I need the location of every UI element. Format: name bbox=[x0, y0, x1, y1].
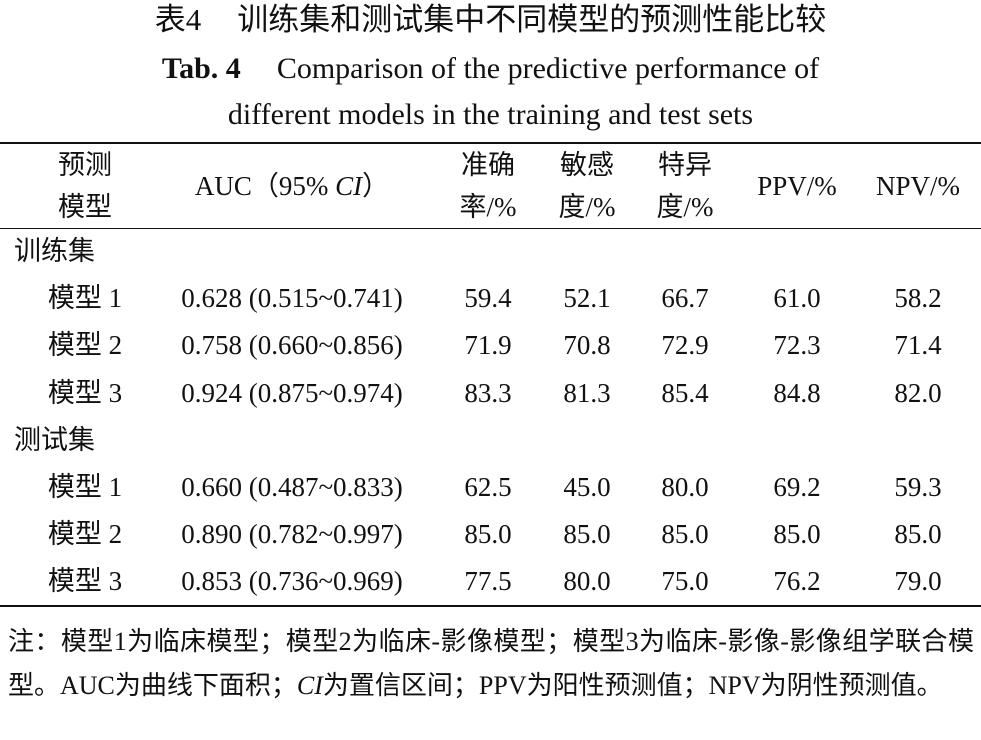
cell-value: 69.2 bbox=[773, 472, 821, 502]
cell-value: 0.628 (0.515~0.741) bbox=[181, 283, 403, 314]
header-cell: PPV/% bbox=[737, 143, 857, 228]
header-line: 特异 bbox=[658, 149, 712, 180]
cell-value: 52.1 bbox=[563, 283, 611, 314]
note-part: CI bbox=[296, 671, 323, 700]
cell-value: 84.8 bbox=[773, 377, 821, 408]
cell-value: 85.4 bbox=[661, 377, 709, 408]
cell-value: 72.3 bbox=[773, 330, 821, 361]
cell-value: 85.0 bbox=[773, 519, 821, 550]
cell-value: 0.660 (0.487~0.833) bbox=[181, 472, 403, 502]
cell-value: 82.0 bbox=[894, 377, 942, 408]
header-line: 模型 bbox=[58, 191, 112, 222]
table-label: 表4 bbox=[154, 2, 202, 37]
header-line: 度/% bbox=[656, 191, 714, 222]
cell-value: 0.924 (0.875~0.974) bbox=[181, 377, 403, 408]
cell-value: 80.0 bbox=[563, 566, 611, 597]
cell-value: 45.0 bbox=[563, 472, 611, 502]
header-part: AUC（95% bbox=[194, 170, 336, 201]
cell-value: 71.9 bbox=[464, 330, 512, 361]
header-line: PPV/% bbox=[757, 170, 837, 201]
cell-value: 81.3 bbox=[563, 377, 611, 408]
row-label: 模型 3 bbox=[47, 377, 123, 408]
header-line: 准确 bbox=[461, 149, 515, 180]
top-rule bbox=[0, 142, 981, 144]
cell-value: 58.2 bbox=[894, 283, 942, 314]
cell-value: 80.0 bbox=[661, 472, 709, 502]
note-part: 注：模型1为临床模型；模型2为临床-影像模型；模型3为临床-影像-影像组学联合模… bbox=[8, 627, 974, 700]
header-line: 预测 bbox=[58, 149, 112, 180]
cell-value: 85.0 bbox=[661, 519, 709, 550]
cell-value: 85.0 bbox=[464, 519, 512, 550]
note: 注：模型1为临床模型；模型2为临床-影像模型；模型3为临床-影像-影像组学联合模… bbox=[8, 620, 974, 708]
cell-value: 61.0 bbox=[773, 283, 821, 314]
title-line: Comparison of the predictive performance… bbox=[276, 52, 820, 85]
note-part: 为置信区间；PPV为阳性预测值；NPV为阴性预测值。 bbox=[322, 671, 943, 700]
cell-value: 75.0 bbox=[661, 566, 709, 597]
header-cell: 预测 模型 bbox=[0, 143, 170, 228]
mid-rule bbox=[0, 228, 981, 229]
cell-value: 59.3 bbox=[894, 472, 942, 502]
cell-value: 77.5 bbox=[464, 566, 512, 597]
header-cell: 准确率/% bbox=[443, 143, 533, 228]
header-cell: 特异度/% bbox=[635, 143, 735, 228]
header-line: 度/% bbox=[558, 191, 616, 222]
row-label: 模型 2 bbox=[47, 330, 123, 361]
cell-value: 70.8 bbox=[563, 330, 611, 361]
title-en: Tab. 4 Comparison of the predictive perfo… bbox=[0, 46, 981, 138]
cell-value: 71.4 bbox=[894, 330, 942, 361]
cell-value: 66.7 bbox=[661, 283, 709, 314]
header-line: AUC（95% CI） bbox=[167, 165, 417, 207]
cell-value: 0.758 (0.660~0.856) bbox=[181, 330, 403, 361]
cell-value: 79.0 bbox=[894, 566, 942, 597]
table-label: Tab. 4 bbox=[161, 52, 241, 85]
title-line: different models in the training and tes… bbox=[227, 98, 754, 131]
cell-value: 72.9 bbox=[661, 330, 709, 361]
cell-value: 62.5 bbox=[464, 472, 512, 502]
cell-value: 85.0 bbox=[563, 519, 611, 550]
group-label: 训练集 bbox=[14, 236, 95, 266]
cell-value: 85.0 bbox=[894, 519, 942, 550]
cell-value: 0.890 (0.782~0.997) bbox=[181, 519, 403, 550]
header-part: CI bbox=[335, 170, 363, 201]
title-cn: 表4 训练集和测试集中不同模型的预测性能比较 bbox=[0, 0, 981, 40]
row-label: 模型 1 bbox=[47, 472, 123, 502]
cell-value: 83.3 bbox=[464, 377, 512, 408]
cell-value: 76.2 bbox=[773, 566, 821, 597]
header-cell: NPV/% bbox=[858, 143, 978, 228]
header-line: 率/% bbox=[459, 191, 517, 222]
title-text: 训练集和测试集中不同模型的预测性能比较 bbox=[237, 2, 827, 37]
header-cell: AUC（95% CI） bbox=[167, 143, 417, 228]
row-label: 模型 3 bbox=[47, 566, 123, 597]
group-label: 测试集 bbox=[14, 424, 95, 455]
header-part: ） bbox=[362, 170, 390, 201]
cell-value: 0.853 (0.736~0.969) bbox=[181, 566, 403, 597]
header-line: 敏感 bbox=[560, 149, 614, 180]
row-label: 模型 1 bbox=[47, 283, 123, 314]
bottom-rule bbox=[0, 605, 981, 607]
header-line: NPV/% bbox=[875, 170, 960, 201]
header-cell: 敏感度/% bbox=[542, 143, 632, 228]
row-label: 模型 2 bbox=[47, 519, 123, 550]
cell-value: 59.4 bbox=[464, 283, 512, 314]
